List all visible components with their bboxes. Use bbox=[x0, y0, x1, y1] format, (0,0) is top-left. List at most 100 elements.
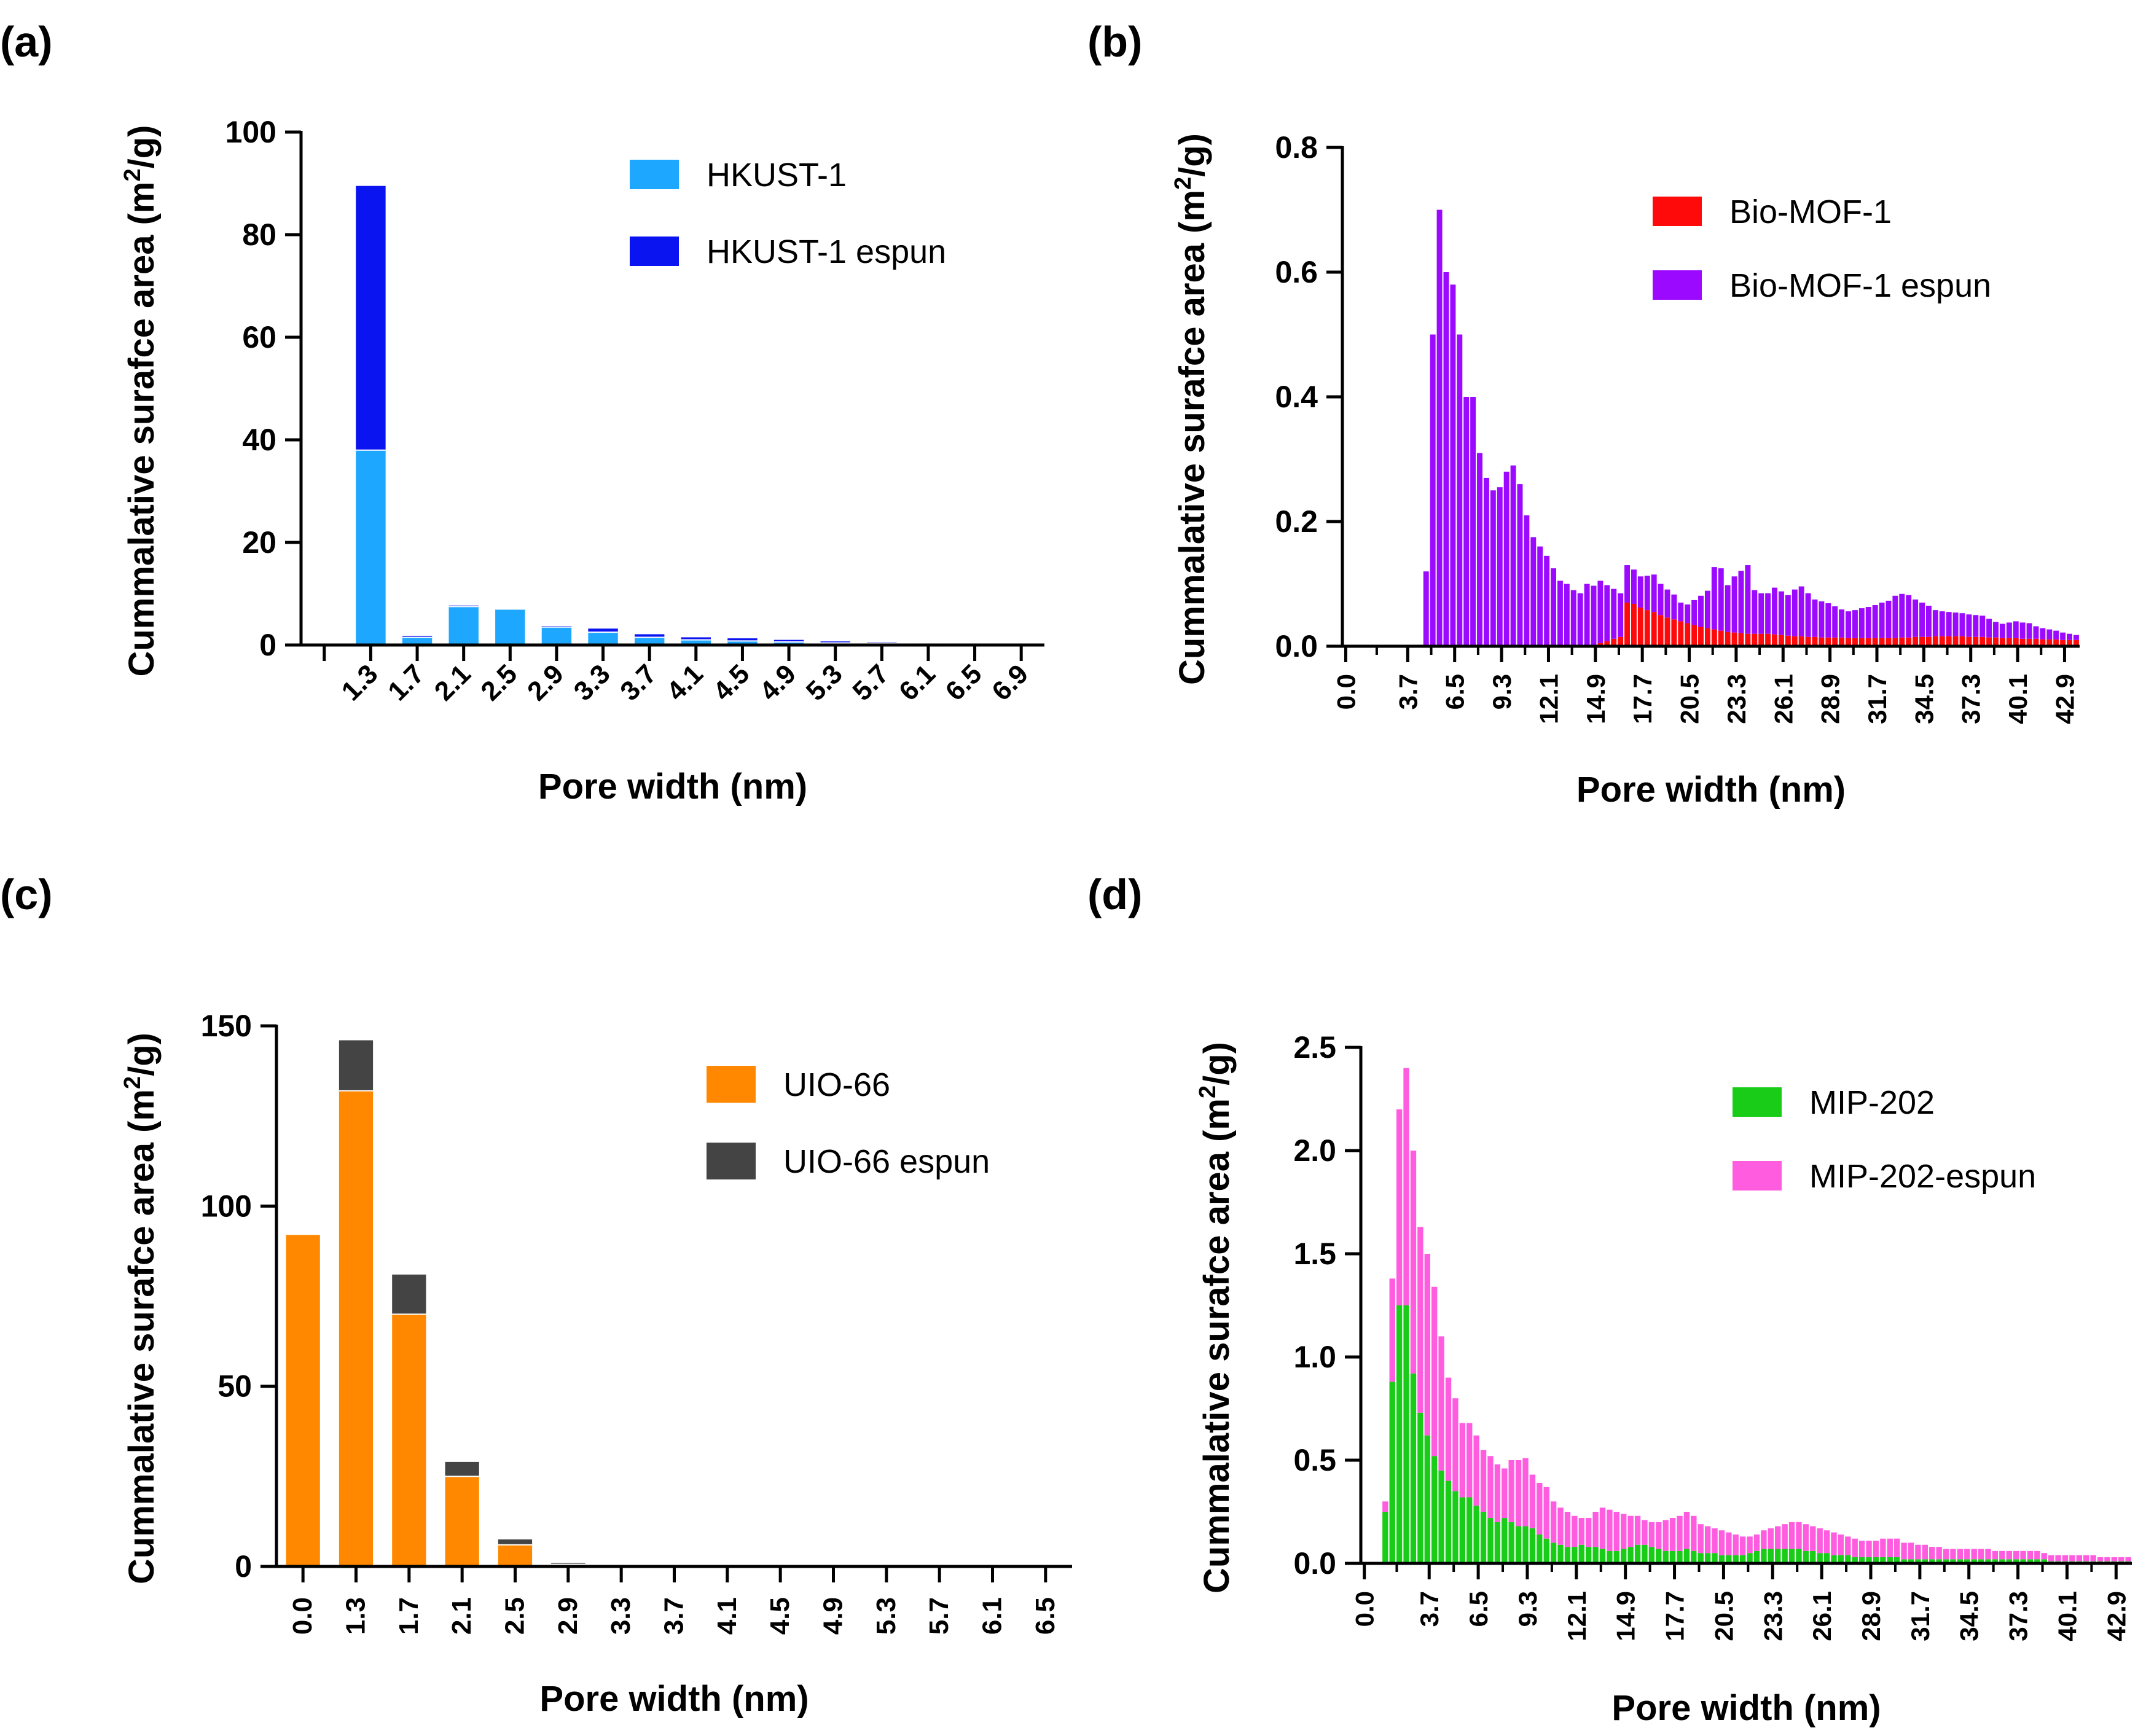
y-axis-label-sup: 2 bbox=[1195, 1085, 1221, 1098]
bar-bio-mof-1-espun bbox=[1544, 555, 1550, 646]
bar-bio-mof-1 bbox=[1939, 636, 1945, 646]
bar-bio-mof-1 bbox=[1671, 619, 1677, 646]
bar-bio-mof-1-espun bbox=[1993, 622, 1999, 638]
bar-mip-202 bbox=[1726, 1555, 1732, 1563]
x-tick-label: 4.1 bbox=[712, 1597, 742, 1635]
x-tick-label: 14.9 bbox=[1581, 674, 1610, 724]
bar-mip-202-espun bbox=[1733, 1534, 1739, 1555]
y-tick-label: 50 bbox=[217, 1369, 252, 1404]
bar-mip-202 bbox=[1550, 1542, 1557, 1563]
x-tick-label: 26.1 bbox=[1769, 674, 1798, 724]
bar-bio-mof-1 bbox=[1825, 637, 1831, 646]
bar-mip-202-espun bbox=[1704, 1526, 1711, 1554]
bar-mip-202 bbox=[1515, 1526, 1522, 1563]
bar-bio-mof-1-espun bbox=[1698, 595, 1704, 627]
bar-mip-202-espun bbox=[1971, 1549, 1977, 1560]
bar-mip-202-espun bbox=[1537, 1482, 1543, 1535]
bar-mip-202 bbox=[1964, 1559, 1970, 1563]
bar-mip-202-espun bbox=[2069, 1555, 2075, 1562]
bar-hkust-1-espun bbox=[588, 628, 618, 633]
bar-mip-202 bbox=[1662, 1550, 1669, 1563]
bar-mip-202 bbox=[1803, 1550, 1809, 1563]
bar-bio-mof-1 bbox=[1704, 628, 1710, 646]
bar-mip-202-espun bbox=[1480, 1450, 1487, 1512]
bar-bio-mof-1-espun bbox=[1450, 284, 1456, 646]
x-tick-label: 3.3 bbox=[568, 659, 616, 706]
bar-mip-202-espun bbox=[2013, 1550, 2019, 1560]
bar-bio-mof-1 bbox=[1832, 637, 1838, 646]
bar-mip-202 bbox=[1775, 1549, 1781, 1563]
bar-bio-mof-1-espun bbox=[1711, 567, 1717, 630]
x-axis-label: Pore width (nm) bbox=[538, 767, 807, 807]
bar-mip-202-espun bbox=[1627, 1515, 1634, 1547]
bar-mip-202-espun bbox=[1747, 1536, 1753, 1554]
bar-bio-mof-1 bbox=[1745, 633, 1751, 646]
x-tick-label: 14.9 bbox=[1611, 1591, 1640, 1641]
bar-bio-mof-1-espun bbox=[2053, 630, 2059, 639]
bar-mip-202 bbox=[1950, 1559, 1956, 1563]
bar-bio-mof-1 bbox=[1993, 637, 1999, 646]
bar-mip-202 bbox=[1578, 1544, 1584, 1563]
bar-mip-202-espun bbox=[2048, 1555, 2054, 1562]
bar-bio-mof-1 bbox=[1899, 637, 1905, 646]
bar-mip-202-espun bbox=[1992, 1550, 1999, 1560]
bar-mip-202 bbox=[1957, 1559, 1964, 1563]
bar-bio-mof-1-espun bbox=[1752, 590, 1758, 634]
bar-bio-mof-1-espun bbox=[1658, 584, 1664, 616]
bar-mip-202 bbox=[1452, 1491, 1459, 1563]
bar-hkust-1 bbox=[727, 641, 758, 645]
bar-mip-202-espun bbox=[1978, 1549, 1984, 1560]
bar-mip-202-espun bbox=[1817, 1528, 1823, 1554]
bar-bio-mof-1-espun bbox=[1604, 585, 1610, 641]
bar-bio-mof-1-espun bbox=[2033, 626, 2039, 639]
bar-bio-mof-1-espun bbox=[1551, 568, 1556, 647]
bar-mip-202 bbox=[1740, 1555, 1746, 1563]
bar-bio-mof-1-espun bbox=[1745, 565, 1751, 634]
bar-mip-202-espun bbox=[1887, 1538, 1893, 1557]
bar-mip-202 bbox=[1985, 1559, 1991, 1563]
y-tick-label: 0 bbox=[259, 628, 276, 662]
bar-bio-mof-1-espun bbox=[1584, 584, 1590, 646]
bar-bio-mof-1-espun bbox=[1778, 591, 1784, 635]
x-tick-label: 17.7 bbox=[1628, 674, 1657, 724]
bar-mip-202-espun bbox=[1788, 1522, 1795, 1549]
bar-mip-202-espun bbox=[2083, 1555, 2089, 1562]
bar-bio-mof-1 bbox=[2060, 639, 2066, 646]
bar-bio-mof-1 bbox=[1999, 638, 2005, 646]
y-tick-label: 100 bbox=[201, 1189, 252, 1223]
bar-mip-202 bbox=[1922, 1559, 1928, 1563]
bar-bio-mof-1-espun bbox=[1557, 581, 1563, 646]
bar-bio-mof-1-espun bbox=[1436, 209, 1443, 646]
bar-mip-202-espun bbox=[1999, 1550, 2005, 1560]
x-tick-label: 12.1 bbox=[1562, 1591, 1591, 1641]
bar-bio-mof-1-espun bbox=[1503, 471, 1510, 646]
bar-mip-202 bbox=[1613, 1550, 1619, 1563]
bar-mip-202 bbox=[1712, 1553, 1718, 1563]
bar-bio-mof-1-espun bbox=[1852, 610, 1858, 638]
x-tick-label: 4.9 bbox=[754, 659, 802, 706]
bar-bio-mof-1 bbox=[1685, 623, 1691, 646]
bar-bio-mof-1-espun bbox=[1939, 611, 1945, 636]
bar-bio-mof-1-espun bbox=[2019, 622, 2026, 639]
y-axis-label: Cummalative surafce area (m2/g) bbox=[120, 125, 162, 677]
x-tick-label: 20.5 bbox=[1709, 1591, 1738, 1641]
y-axis-label-main: Cummalative surafce area (m bbox=[1172, 190, 1212, 685]
bar-bio-mof-1 bbox=[1913, 636, 1919, 646]
bar-bio-mof-1-espun bbox=[1618, 593, 1624, 637]
x-tick-label: 17.7 bbox=[1661, 1591, 1690, 1641]
bar-mip-202 bbox=[1403, 1305, 1409, 1563]
bar-mip-202-espun bbox=[2027, 1550, 2034, 1560]
bar-mip-202 bbox=[1543, 1538, 1549, 1563]
x-tick-label: 6.5 bbox=[1464, 1591, 1493, 1627]
bar-mip-202-espun bbox=[1494, 1464, 1501, 1522]
legend-swatch bbox=[1733, 1161, 1782, 1191]
bar-bio-mof-1 bbox=[1946, 636, 1952, 646]
bar-mip-202 bbox=[1431, 1456, 1438, 1563]
legend-swatch bbox=[707, 1143, 756, 1179]
bar-mip-202-espun bbox=[1557, 1507, 1564, 1545]
bar-mip-202 bbox=[1396, 1305, 1403, 1563]
bar-bio-mof-1-espun bbox=[1812, 599, 1818, 637]
legend-label: HKUST-1 espun bbox=[707, 233, 946, 270]
bar-mip-202 bbox=[1438, 1470, 1444, 1563]
y-tick-label: 150 bbox=[201, 1009, 252, 1043]
